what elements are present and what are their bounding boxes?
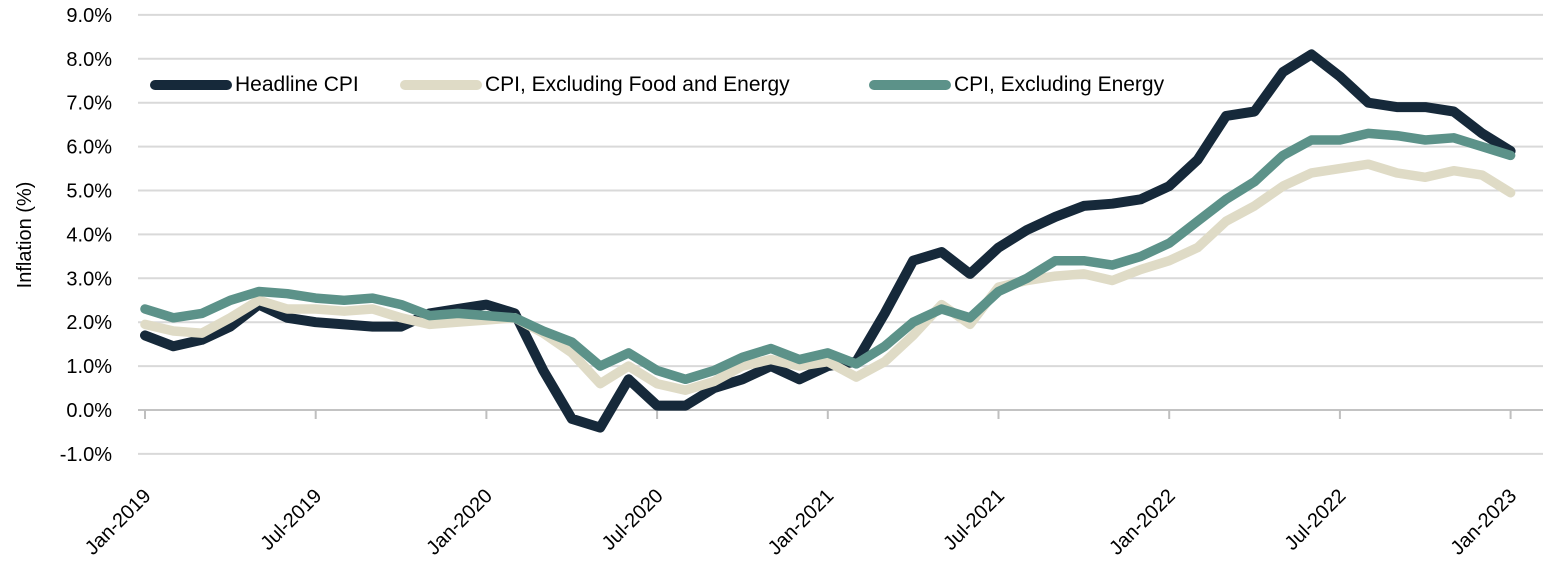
y-tick-label: 8.0% bbox=[66, 49, 112, 71]
series-line-headline-cpi[interactable] bbox=[140, 49, 1516, 433]
x-tick-label: Jul-2019 bbox=[256, 485, 326, 555]
legend-label: CPI, Excluding Energy bbox=[954, 73, 1165, 96]
chart-legend: Headline CPI CPI, Excluding Food and Ene… bbox=[0, 73, 1549, 97]
series-line-cpi-excluding-food-and-energy[interactable] bbox=[140, 159, 1516, 395]
legend-item-cpi-excluding-food-and-energy[interactable]: CPI, Excluding Food and Energy bbox=[400, 73, 790, 97]
x-tick-label: Jan-2021 bbox=[764, 485, 839, 560]
x-tick-label: Jan-2020 bbox=[422, 485, 497, 560]
x-tick-label: Jul-2022 bbox=[1281, 485, 1351, 555]
y-tick-label: 4.0% bbox=[66, 224, 112, 246]
y-tick-label: 9.0% bbox=[66, 5, 112, 27]
y-tick-label: 1.0% bbox=[66, 356, 112, 378]
y-tick-label: 5.0% bbox=[66, 181, 112, 203]
x-tick-label: Jan-2019 bbox=[81, 485, 156, 560]
y-tick-label: 0.0% bbox=[66, 400, 112, 422]
x-tick-label: Jan-2023 bbox=[1447, 485, 1522, 560]
legend-item-cpi-excluding-energy[interactable]: CPI, Excluding Energy bbox=[869, 73, 1164, 97]
y-tick-label: 7.0% bbox=[66, 93, 112, 115]
legend-label: CPI, Excluding Food and Energy bbox=[485, 73, 790, 96]
y-tick-label: 6.0% bbox=[66, 137, 112, 159]
legend-swatch-cpi-excluding-food-and-energy-icon bbox=[400, 80, 482, 90]
y-tick-label: 2.0% bbox=[66, 312, 112, 334]
x-tick-label: Jan-2022 bbox=[1105, 485, 1180, 560]
y-tick-label: 3.0% bbox=[66, 268, 112, 290]
legend-swatch-cpi-excluding-energy-icon bbox=[869, 80, 951, 90]
legend-item-headline-cpi[interactable]: Headline CPI bbox=[150, 73, 359, 97]
y-axis-title-text: Inflation (%) bbox=[14, 181, 36, 289]
y-tick-label: -1.0% bbox=[60, 444, 112, 466]
x-tick-label: Jul-2021 bbox=[939, 485, 1009, 555]
x-tick-label: Jul-2020 bbox=[598, 485, 668, 555]
legend-swatch-headline-cpi-icon bbox=[150, 80, 232, 90]
series-line-cpi-excluding-energy[interactable] bbox=[140, 128, 1516, 385]
legend-label: Headline CPI bbox=[235, 73, 359, 96]
